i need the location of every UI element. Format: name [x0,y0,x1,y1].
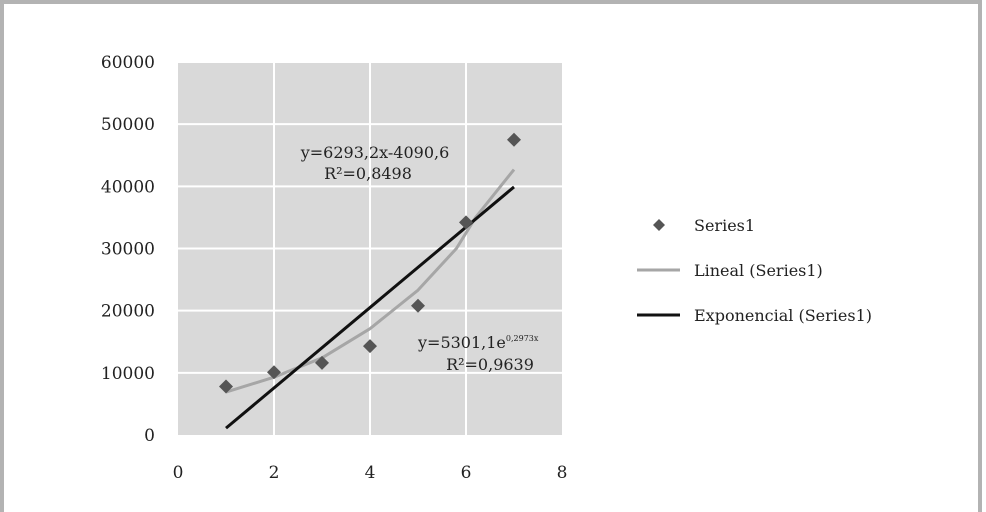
y-tick-label: 50000 [101,115,155,135]
y-tick-label: 0 [144,426,155,446]
y-tick-label: 40000 [101,177,155,197]
data-point [315,355,329,370]
plot-grid [178,61,562,435]
annotation-exponential-exponent: 0,2973x [506,334,539,343]
data-point [459,215,473,230]
data-point [267,365,281,380]
series-layer [219,132,521,430]
y-tick-label: 10000 [101,364,155,384]
y-tick-label: 30000 [101,240,155,260]
annotation-exponential-r2: R²=0,9639 [446,355,534,374]
legend-label-lineal: Lineal (Series1) [694,261,823,280]
x-tick-label: 8 [557,463,568,483]
annotation-exponential-equation: y=5301,1e0,2973x [417,333,539,352]
annotation-exponential-main: y=5301,1e [417,333,506,352]
axis-ticks: 0 10000 20000 30000 40000 50000 60000 0 2 4 6 8 [101,53,568,483]
legend-label-exponencial: Exponencial (Series1) [694,306,872,325]
data-point [507,132,521,147]
legend: Series1 Lineal (Series1) Exponencial (Se… [637,216,872,325]
x-tick-label: 0 [173,463,184,483]
data-point [411,298,425,313]
annotation-linear-equation: y=6293,2x-4090,6 [300,143,450,162]
x-tick-label: 2 [269,463,280,483]
legend-label-series1: Series1 [694,216,755,235]
data-point [219,379,233,394]
y-tick-label: 60000 [101,53,155,73]
x-tick-label: 6 [461,463,472,483]
data-point [363,339,377,354]
legend-marker-series1 [653,219,665,231]
x-tick-label: 4 [365,463,376,483]
annotation-linear-r2: R²=0,8498 [324,164,412,183]
y-tick-label: 20000 [101,302,155,322]
